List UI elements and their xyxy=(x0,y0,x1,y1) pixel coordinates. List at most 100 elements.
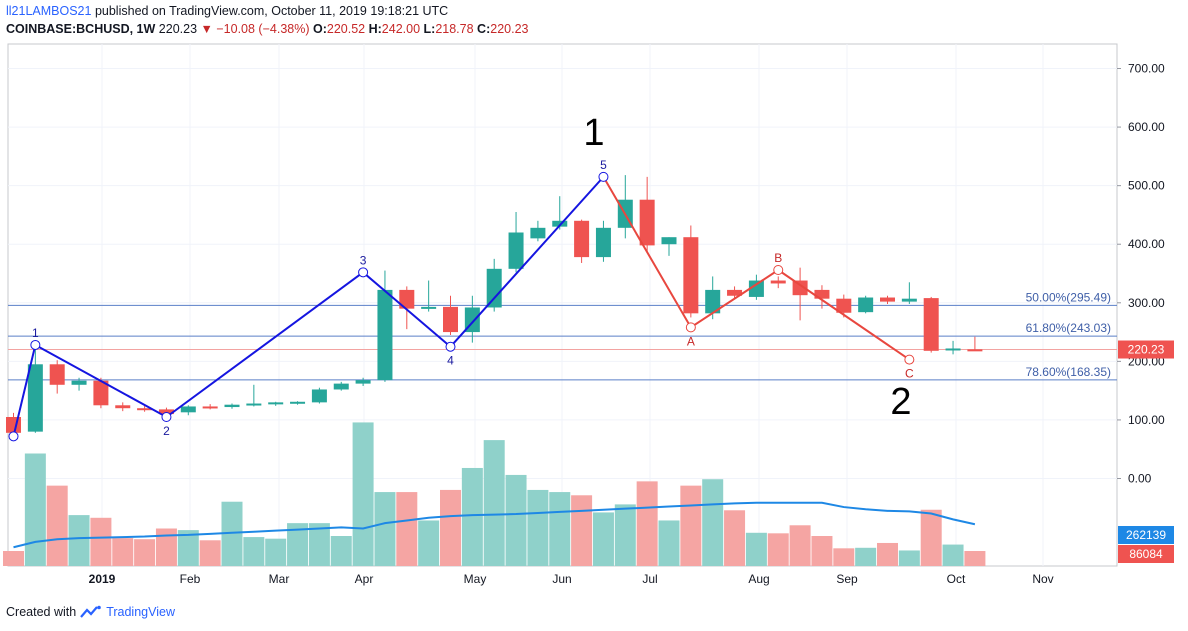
high-value: 242.00 xyxy=(381,22,421,36)
candle-body xyxy=(6,417,21,433)
x-tick-label: Oct xyxy=(947,572,966,586)
candle-body xyxy=(71,380,87,385)
open-label: O: xyxy=(312,22,327,36)
wave-point-marker xyxy=(685,322,696,333)
candle-body xyxy=(268,402,284,405)
candle-body xyxy=(901,298,917,302)
candle-body xyxy=(508,232,524,269)
volume-ma-tag: 262139 xyxy=(1126,528,1166,542)
candle-body xyxy=(290,401,306,404)
candle-body xyxy=(224,404,240,408)
candle-body xyxy=(923,298,939,351)
candle-body xyxy=(530,227,546,239)
low-value: 218.78 xyxy=(435,22,474,36)
wave-point-marker xyxy=(30,339,41,350)
wave-point-marker xyxy=(161,412,172,423)
y-tick-label: 100.00 xyxy=(1128,413,1165,427)
wave-point-marker xyxy=(598,171,609,182)
volume-bar xyxy=(964,551,986,566)
high-label: H: xyxy=(368,22,382,36)
volume-bar xyxy=(418,520,440,566)
candle-body xyxy=(421,306,437,309)
symbol-legend: COINBASE:BCHUSD, 1W 220.23 ▼ −10.08 (−4.… xyxy=(6,22,528,36)
y-tick-label: 500.00 xyxy=(1128,179,1165,193)
candle-body xyxy=(93,380,109,406)
candle-body xyxy=(399,289,415,309)
low-label: L: xyxy=(423,22,436,36)
publish-info: ll21LAMBOS21 published on TradingView.co… xyxy=(6,4,448,18)
x-tick-label: Jun xyxy=(552,572,571,586)
candle-body xyxy=(486,268,502,308)
last-price-tag: 220.23 xyxy=(1128,343,1165,357)
volume-bar xyxy=(505,474,527,566)
y-tick-label: 400.00 xyxy=(1128,237,1165,251)
x-tick-label: Mar xyxy=(269,572,290,586)
x-tick-label: Nov xyxy=(1032,572,1053,586)
y-tick-label: 300.00 xyxy=(1128,296,1165,310)
candle-body xyxy=(705,289,721,314)
wave-label: A xyxy=(687,334,695,348)
volume-bar xyxy=(265,538,287,566)
candle-body xyxy=(333,383,349,390)
candle-body xyxy=(595,227,611,258)
volume-bar xyxy=(440,489,461,566)
volume-bar xyxy=(855,547,877,566)
x-tick-label: Apr xyxy=(355,572,374,586)
price-change: −10.08 (−4.38%) xyxy=(216,22,310,36)
x-tick-label: Aug xyxy=(748,572,769,586)
tradingview-brand-link[interactable]: TradingView xyxy=(106,605,175,619)
candle-body xyxy=(792,280,808,296)
volume-bar xyxy=(789,525,811,566)
wave-point-marker xyxy=(8,431,19,442)
volume-last-tag: 86084 xyxy=(1129,547,1163,561)
fib-label: 61.80%(243.03) xyxy=(1026,321,1111,335)
volume-bar xyxy=(308,523,330,566)
volume-bar xyxy=(767,533,789,566)
volume-bar xyxy=(330,536,352,566)
y-tick-label: 600.00 xyxy=(1128,120,1165,134)
x-tick-label: Feb xyxy=(180,572,201,586)
volume-ma-line xyxy=(13,501,976,549)
close-label: C: xyxy=(477,22,491,36)
wave-point-marker xyxy=(358,267,369,278)
volume-bar xyxy=(396,492,418,566)
volume-bar xyxy=(724,510,746,566)
symbol-name: COINBASE:BCHUSD, 1W xyxy=(6,22,156,36)
volume-ma-tag-bg xyxy=(1118,526,1174,544)
candle-body xyxy=(748,280,764,297)
down-arrow-icon: ▼ xyxy=(200,22,213,36)
wave-point-marker xyxy=(445,341,456,352)
volume-bar xyxy=(352,422,374,566)
fib-label: 50.00%(295.49) xyxy=(1026,290,1111,304)
candle-body xyxy=(880,297,895,302)
volume-bar xyxy=(24,453,46,566)
candle-body xyxy=(858,297,874,313)
volume-bar xyxy=(287,523,309,566)
volume-bar xyxy=(199,540,221,566)
footer: Created with TradingView xyxy=(6,605,175,619)
publish-text: published on TradingView.com, October 11… xyxy=(94,4,449,18)
x-tick-label: 2019 xyxy=(89,572,116,586)
candle-body xyxy=(770,280,786,284)
volume-bar xyxy=(636,481,658,566)
candle-body xyxy=(158,409,174,415)
candle-body xyxy=(574,220,590,258)
author-link[interactable]: ll21LAMBOS21 xyxy=(6,4,92,18)
wave-label: 1 xyxy=(32,326,39,340)
y-tick-label: 700.00 xyxy=(1128,62,1165,76)
volume-bar xyxy=(833,548,855,566)
created-with-text: Created with xyxy=(6,605,77,619)
candle-body xyxy=(683,237,699,314)
volume-bar xyxy=(243,537,265,566)
impulse-wave-line xyxy=(12,176,605,437)
volume-bar xyxy=(112,538,134,566)
candle-body xyxy=(967,349,983,352)
volume-bar xyxy=(221,501,243,566)
candle-body xyxy=(115,405,131,409)
tradingview-logo-icon xyxy=(80,605,101,618)
candle-body xyxy=(639,199,655,246)
candle-body xyxy=(552,220,568,227)
x-tick-label: May xyxy=(464,572,487,586)
volume-bar xyxy=(811,536,833,566)
